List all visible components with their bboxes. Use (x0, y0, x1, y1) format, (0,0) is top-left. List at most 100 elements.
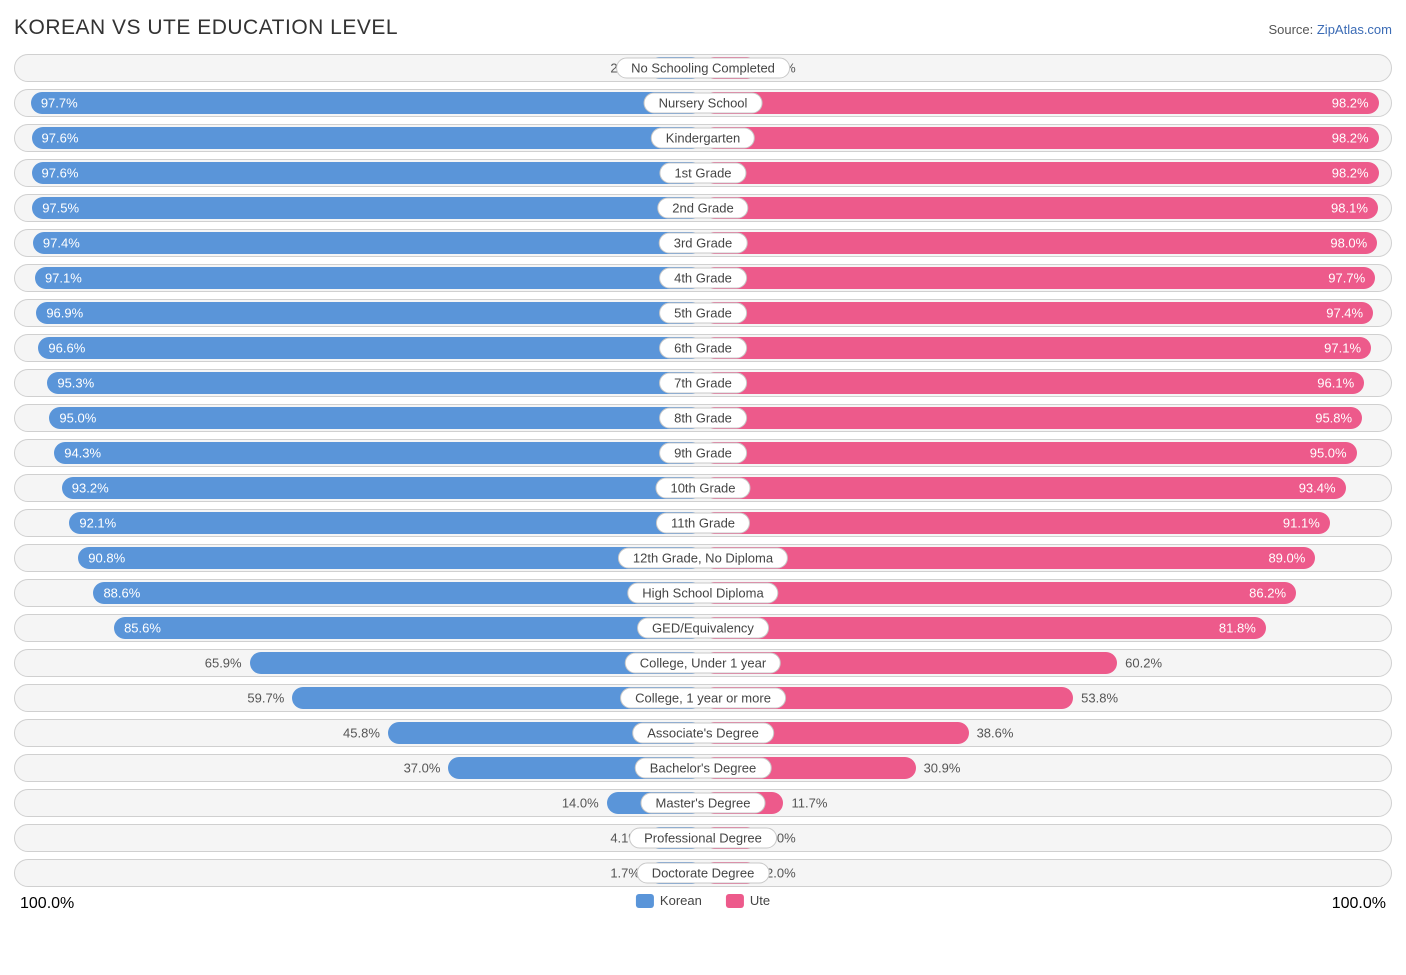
bar-value-korean: 85.6% (124, 622, 161, 635)
chart-row: 97.6%98.2%1st Grade (14, 159, 1392, 187)
bar-value-korean: 96.6% (48, 342, 85, 355)
bar-ute: 81.8% (703, 617, 1266, 639)
chart-row: 95.0% 95.8% 8th Grade (14, 404, 1392, 432)
chart-row: 37.0%30.9%Bachelor's Degree (14, 754, 1392, 782)
category-pill: 8th Grade (659, 408, 747, 429)
bar-korean: 97.7% (31, 92, 703, 114)
bar-value-ute: 30.9% (924, 762, 961, 775)
chart-row: 65.9%60.2%College, Under 1 year (14, 649, 1392, 677)
category-pill: Nursery School (644, 93, 763, 114)
bar-korean: 94.3% (54, 442, 703, 464)
scale-right-label: 100.0% (1332, 895, 1386, 913)
bar-ute: 98.2% (703, 162, 1379, 184)
category-pill: 6th Grade (659, 338, 747, 359)
bar-value-ute: 89.0% (1268, 552, 1305, 565)
category-pill: 1st Grade (659, 163, 746, 184)
bar-korean: 95.0% (49, 407, 703, 429)
category-pill: 12th Grade, No Diploma (618, 548, 788, 569)
chart-row: 97.6% 98.2% Kindergarten (14, 124, 1392, 152)
source-attribution: Source: ZipAtlas.com (1268, 22, 1392, 37)
bar-value-korean: 1.7% (610, 867, 640, 880)
bar-ute: 98.0% (703, 232, 1377, 254)
chart-row: 96.6%97.1%6th Grade (14, 334, 1392, 362)
bar-korean: 97.1% (35, 267, 703, 289)
bar-korean: 97.4% (33, 232, 703, 254)
bar-value-ute: 2.0% (766, 867, 796, 880)
chart-row: 2.4%2.3%No Schooling Completed (14, 54, 1392, 82)
bar-value-korean: 97.4% (43, 237, 80, 250)
category-pill: No Schooling Completed (616, 58, 790, 79)
category-pill: 5th Grade (659, 303, 747, 324)
legend-item-ute: Ute (726, 893, 770, 908)
category-pill: 7th Grade (659, 373, 747, 394)
chart-row: 93.2%93.4%10th Grade (14, 474, 1392, 502)
legend-swatch-ute (726, 894, 744, 908)
bar-value-korean: 94.3% (64, 447, 101, 460)
bar-value-ute: 98.2% (1332, 132, 1369, 145)
bar-ute: 93.4% (703, 477, 1346, 499)
bar-value-ute: 53.8% (1081, 692, 1118, 705)
source-prefix: Source: (1268, 22, 1316, 37)
category-pill: Associate's Degree (632, 723, 774, 744)
bar-value-korean: 90.8% (88, 552, 125, 565)
bar-value-ute: 11.7% (791, 797, 827, 810)
chart-row: 45.8% 38.6% Associate's Degree (14, 719, 1392, 747)
bar-value-ute: 98.0% (1330, 237, 1367, 250)
bar-value-korean: 97.6% (42, 132, 79, 145)
chart-row: 4.1%4.0%Professional Degree (14, 824, 1392, 852)
bar-ute: 95.0% (703, 442, 1357, 464)
legend-swatch-korean (636, 894, 654, 908)
bar-value-korean: 14.0% (562, 797, 599, 810)
bar-value-ute: 60.2% (1125, 657, 1162, 670)
header: KOREAN VS UTE EDUCATION LEVEL Source: Zi… (14, 16, 1392, 40)
legend: Korean Ute (636, 893, 770, 908)
bar-value-korean: 45.8% (343, 727, 380, 740)
chart-row: 59.7%53.8%College, 1 year or more (14, 684, 1392, 712)
bar-korean: 92.1% (69, 512, 703, 534)
bar-ute: 97.7% (703, 267, 1375, 289)
bar-value-ute: 98.1% (1331, 202, 1368, 215)
category-pill: 9th Grade (659, 443, 747, 464)
chart-row: 14.0%11.7%Master's Degree (14, 789, 1392, 817)
bar-value-ute: 98.2% (1332, 97, 1369, 110)
bar-ute: 91.1% (703, 512, 1330, 534)
source-link[interactable]: ZipAtlas.com (1317, 22, 1392, 37)
legend-item-korean: Korean (636, 893, 702, 908)
bar-korean: 90.8% (78, 547, 703, 569)
bar-korean: 93.2% (62, 477, 703, 499)
chart-row: 97.4%98.0%3rd Grade (14, 229, 1392, 257)
bar-value-ute: 91.1% (1283, 517, 1320, 530)
bar-ute: 95.8% (703, 407, 1362, 429)
category-pill: GED/Equivalency (637, 618, 769, 639)
bar-value-korean: 96.9% (46, 307, 83, 320)
chart-footer: 100.0% Korean Ute 100.0% (14, 893, 1392, 915)
category-pill: High School Diploma (627, 583, 778, 604)
legend-label-ute: Ute (750, 893, 770, 908)
category-pill: 10th Grade (655, 478, 750, 499)
category-pill: Kindergarten (651, 128, 755, 149)
bar-ute: 98.2% (703, 92, 1379, 114)
bar-value-ute: 95.8% (1315, 412, 1352, 425)
bar-ute: 96.1% (703, 372, 1364, 394)
legend-label-korean: Korean (660, 893, 702, 908)
bar-korean: 97.5% (32, 197, 703, 219)
chart-row: 97.5%98.1%2nd Grade (14, 194, 1392, 222)
bar-korean: 96.9% (36, 302, 703, 324)
bar-ute: 86.2% (703, 582, 1296, 604)
bar-value-korean: 88.6% (103, 587, 140, 600)
category-pill: 4th Grade (659, 268, 747, 289)
chart-row: 85.6% 81.8%GED/Equivalency (14, 614, 1392, 642)
bar-ute: 97.4% (703, 302, 1373, 324)
bar-value-ute: 38.6% (977, 727, 1014, 740)
chart-row: 95.3%96.1%7th Grade (14, 369, 1392, 397)
category-pill: Doctorate Degree (637, 863, 770, 884)
bar-korean: 97.6% (32, 162, 703, 184)
category-pill: College, Under 1 year (625, 653, 781, 674)
category-pill: Professional Degree (629, 828, 777, 849)
chart-title: KOREAN VS UTE EDUCATION LEVEL (14, 16, 398, 40)
chart-row: 96.9% 97.4%5th Grade (14, 299, 1392, 327)
bar-value-ute: 96.1% (1317, 377, 1354, 390)
bar-value-korean: 97.1% (45, 272, 82, 285)
scale-left-label: 100.0% (20, 895, 74, 913)
category-pill: Bachelor's Degree (635, 758, 772, 779)
